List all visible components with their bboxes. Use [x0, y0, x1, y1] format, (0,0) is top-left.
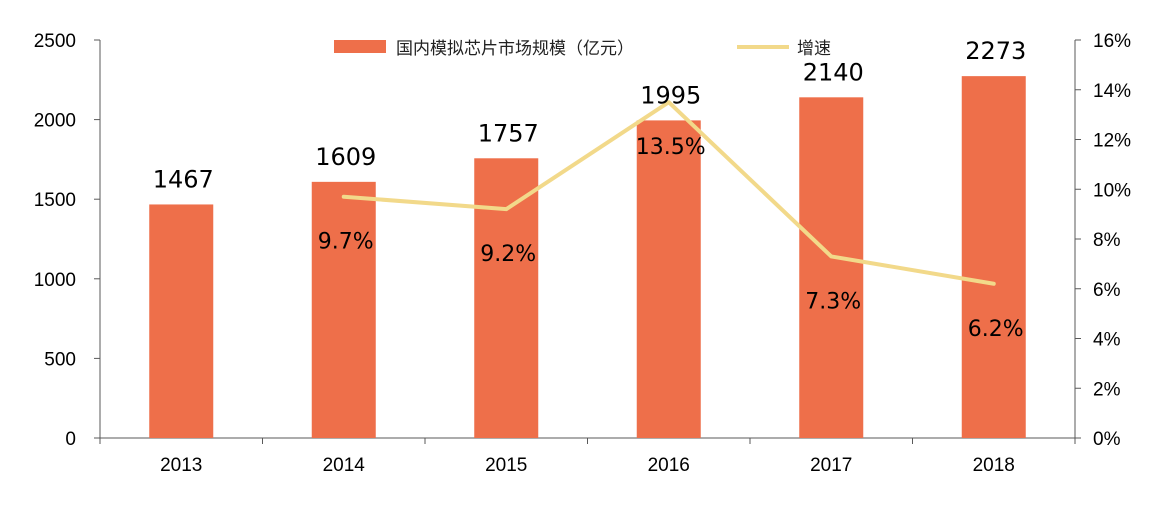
x-axis-tick-label: 2016: [648, 455, 690, 476]
data-labels: 1467 1609 1757 1995 2140 2273 9.7% 9.2% 13.5% 7.3…: [153, 37, 1027, 342]
y-axis-left-tick-label: 1500: [34, 190, 76, 211]
y-axis-right-tick-label: 10%: [1093, 180, 1131, 201]
y-axis-right-tick-label: 6%: [1093, 280, 1121, 301]
legend-label-line: 增速: [797, 39, 831, 59]
x-axis-tick-label: 2014: [323, 455, 366, 476]
y-axis-right-tick-label: 2%: [1093, 379, 1121, 400]
line-series: [341, 100, 996, 286]
bar: [474, 158, 539, 439]
y-axis-left-tick-label: 2500: [34, 31, 76, 52]
bar-value-label: 1757: [478, 119, 539, 147]
bar: [636, 120, 701, 438]
y-axis-left-tick-label: 0: [65, 429, 76, 450]
bar-value-label: 2273: [965, 37, 1026, 65]
y-axis-left-tick-label: 1000: [34, 270, 76, 291]
axes: 0 500 1000 1500 2000 2500 0% 2% 4% 6% 8% 10% 12% 14% 1…: [34, 31, 1131, 476]
bar: [149, 204, 214, 438]
bar-value-label: 1467: [153, 165, 214, 193]
x-axis-tick-label: 2018: [973, 455, 1015, 476]
line-value-label: 13.5%: [636, 135, 706, 160]
bar-value-label: 2140: [803, 58, 864, 86]
x-axis-tick-label: 2015: [485, 455, 527, 476]
y-axis-left-tick-label: 500: [44, 349, 76, 370]
legend-swatch-bar: [334, 40, 386, 53]
line-value-label: 9.2%: [480, 242, 536, 267]
legend: 国内模拟芯片市场规模（亿元） 增速: [334, 39, 831, 59]
bar-series: [149, 76, 1026, 439]
y-axis-right-tick-label: 4%: [1093, 330, 1121, 351]
y-axis-left-tick-label: 2000: [34, 111, 76, 132]
line-value-label: 7.3%: [805, 289, 861, 314]
line-value-label: 6.2%: [968, 317, 1024, 342]
bar: [961, 76, 1026, 438]
y-axis-right-tick-label: 16%: [1093, 31, 1131, 52]
y-axis-right-tick-label: 0%: [1093, 429, 1121, 450]
y-axis-right-tick-label: 12%: [1093, 131, 1131, 152]
y-axis-right-tick-label: 14%: [1093, 81, 1131, 102]
x-axis-tick-label: 2013: [160, 455, 202, 476]
growth-line: [341, 100, 996, 286]
bar-value-label: 1995: [640, 81, 701, 109]
y-axis-right-tick-label: 8%: [1093, 230, 1121, 251]
bar-value-label: 1609: [315, 143, 376, 171]
bar: [311, 181, 376, 438]
legend-label-bar: 国内模拟芯片市场规模（亿元）: [396, 39, 634, 59]
line-value-label: 9.7%: [318, 230, 374, 255]
x-axis-tick-label: 2017: [810, 455, 852, 476]
bar: [799, 97, 864, 438]
